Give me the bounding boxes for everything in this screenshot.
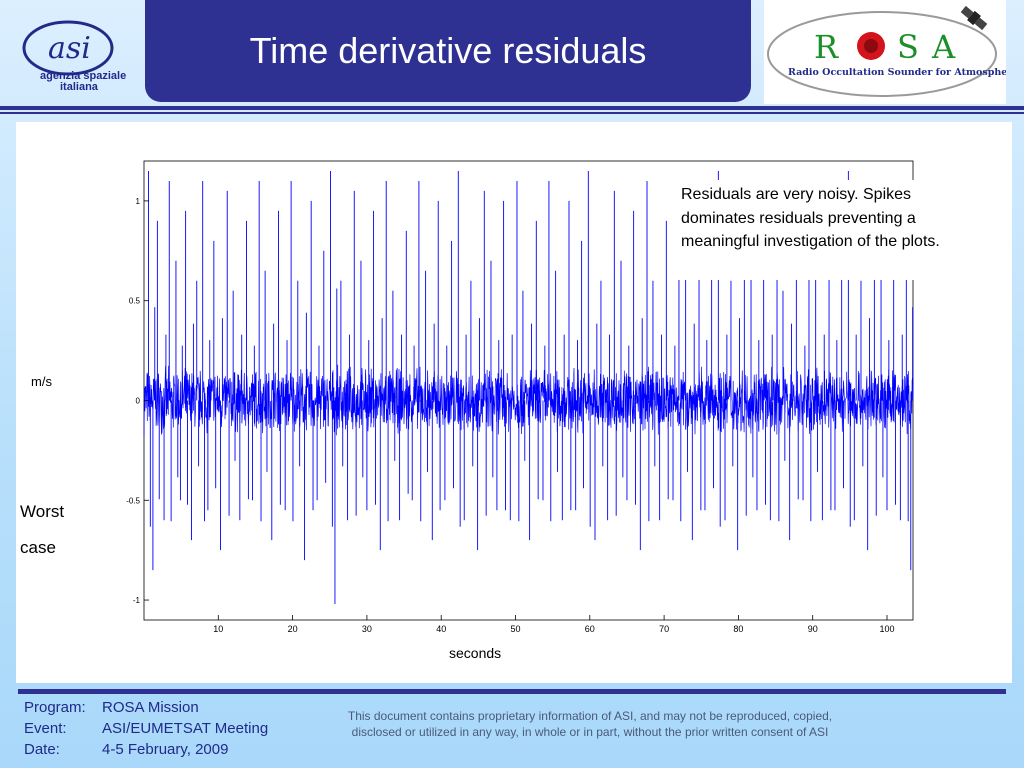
y-tick-label: -0.5 (126, 496, 140, 505)
x-tick-label: 60 (585, 624, 595, 634)
x-tick-label: 100 (879, 624, 894, 634)
y-tick-label: -1 (133, 596, 141, 605)
footer-event-row: Event: ASI/EUMETSAT Meeting (24, 718, 268, 739)
header-divider-thin (0, 112, 1024, 114)
slide-header: asi agenzia spaziale italiana Time deriv… (0, 0, 1024, 114)
footer-date-label: Date: (24, 741, 60, 758)
footer-date-value: 4-5 February, 2009 (102, 741, 229, 758)
footer-divider (18, 689, 1006, 694)
footer-event-value: ASI/EUMETSAT Meeting (102, 720, 269, 737)
x-tick-label: 70 (659, 624, 669, 634)
slide-title: Time derivative residuals (249, 30, 647, 71)
y-tick-label: 1 (136, 197, 141, 206)
x-tick-label: 20 (288, 624, 298, 634)
satellite-icon (960, 5, 988, 31)
rosa-letter-a: A (931, 28, 956, 66)
x-tick-label: 80 (733, 624, 743, 634)
y-axis-label: m/s (31, 374, 52, 389)
slide-title-box: Time derivative residuals (145, 0, 751, 102)
footer-program-value: ROSA Mission (102, 699, 199, 716)
rosa-logo-box: R S A Radio Occultation Sounder for Atmo… (764, 0, 1018, 104)
x-tick-label: 90 (808, 624, 818, 634)
asi-logo: asi agenzia spaziale italiana (22, 20, 126, 93)
footer-event-label: Event: (24, 720, 67, 737)
worst-case-note: Worst case (20, 502, 65, 557)
footer-disclaimer: This document contains proprietary infor… (347, 709, 833, 739)
header-divider (0, 106, 1024, 110)
x-tick-label: 40 (436, 624, 446, 634)
x-axis-label: seconds (449, 645, 502, 661)
y-tick-label: 0.5 (129, 297, 141, 306)
x-tick-label: 10 (213, 624, 223, 634)
footer-date-row: Date: 4-5 February, 2009 (24, 739, 268, 760)
rosa-tagline: Radio Occultation Sounder for Atmosphere (788, 67, 1006, 78)
footer-info: Program: ROSA Mission Event: ASI/EUMETSAT … (24, 697, 268, 760)
x-tick-label: 50 (510, 624, 520, 634)
footer-program-row: Program: ROSA Mission (24, 697, 268, 718)
y-tick-label: 0 (136, 396, 141, 405)
rosa-letter-r: R (814, 28, 839, 66)
asi-line2: italiana (60, 81, 99, 93)
annotation-box: Residuals are very noisy. Spikes dominat… (674, 180, 980, 280)
asi-line1: agenzia spaziale (40, 70, 126, 82)
rosa-letter-s: S (897, 28, 919, 66)
asi-mark: asi (48, 31, 91, 66)
x-tick-label: 30 (362, 624, 372, 634)
footer-program-label: Program: (24, 699, 86, 716)
rosa-logo: R S A Radio Occultation Sounder for Atmo… (767, 5, 1018, 97)
